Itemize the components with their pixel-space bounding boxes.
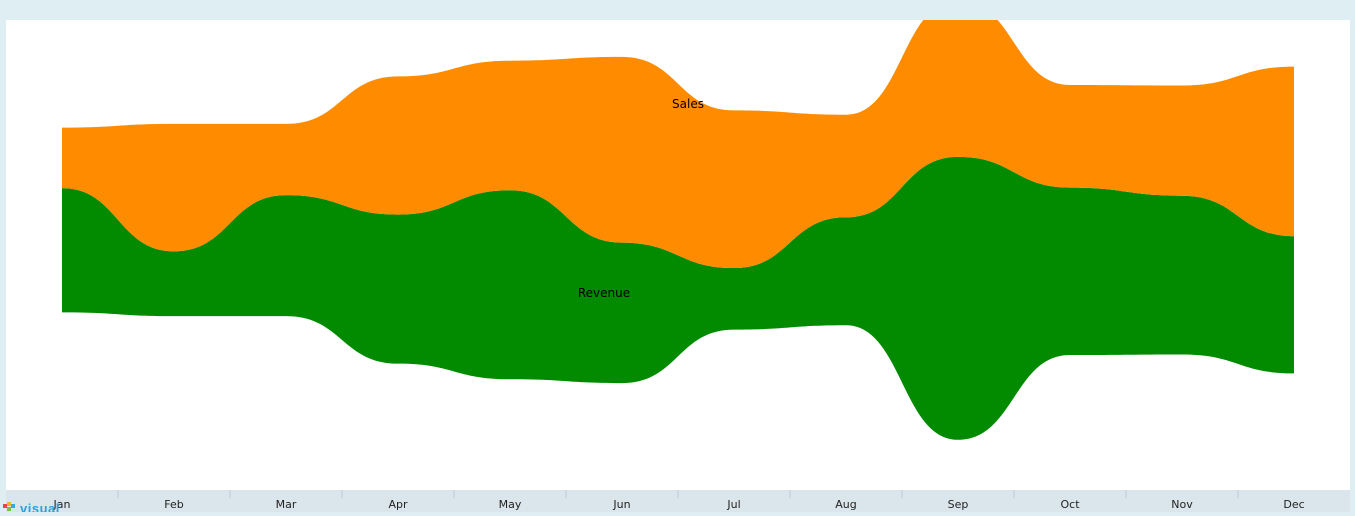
- x-tick-label: Jun: [612, 498, 630, 511]
- x-tick-label: Mar: [276, 498, 297, 511]
- revenue-series-label: Revenue: [578, 286, 630, 300]
- x-axis-ticks: Jan Feb Mar Apr May Jun Jul Aug Sep Oct Nov Dec: [53, 490, 1305, 511]
- revenue-stream-area[interactable]: [62, 156, 1294, 440]
- rainbow-cube-icon: [3, 502, 15, 511]
- streamgraph: Sales Revenue: [62, 20, 1294, 440]
- x-tick-label: Oct: [1060, 498, 1080, 511]
- x-axis: Jan Feb Mar Apr May Jun Jul Aug Sep Oct Nov Dec: [6, 490, 1350, 512]
- logo-text: visual: [20, 501, 60, 512]
- brand-logo: visual: [0, 500, 80, 512]
- x-tick-label: Aug: [835, 498, 856, 511]
- x-tick-label: Feb: [164, 498, 183, 511]
- sales-series-label: Sales: [672, 97, 704, 111]
- x-tick-label: Nov: [1171, 498, 1193, 511]
- chart-panel: Sales Revenue: [6, 20, 1350, 490]
- x-tick-label: Dec: [1283, 498, 1304, 511]
- x-tick-label: May: [499, 498, 522, 511]
- x-tick-label: Jul: [726, 498, 740, 511]
- x-tick-label: Apr: [388, 498, 408, 511]
- x-tick-label: Jan: [53, 498, 71, 511]
- sales-stream-area[interactable]: [62, 20, 1294, 269]
- x-tick-label: Sep: [948, 498, 969, 511]
